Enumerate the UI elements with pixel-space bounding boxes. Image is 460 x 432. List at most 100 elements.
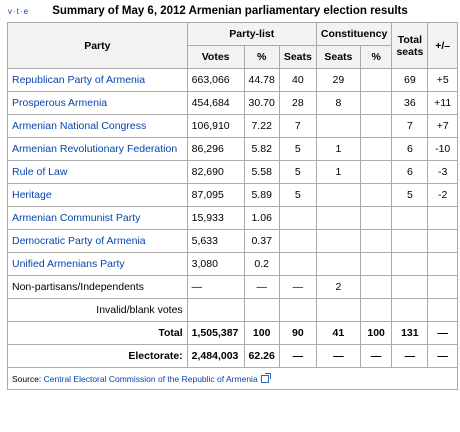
party-row: Unified Armenians Party 3,080 0.2 [7,252,458,276]
constituency-seats-cell: 29 [315,68,361,92]
header-seats: Seats [278,45,317,69]
view-link[interactable]: v [8,7,12,16]
external-link-icon[interactable] [260,372,271,383]
constituency-seats-cell [315,252,361,276]
total-total-seats: 131 [391,321,429,345]
total-votes: 1,505,387 [186,321,245,345]
total-change: — [427,321,458,345]
total-seats: 90 [278,321,317,345]
constituency-seats-cell: 1 [315,160,361,184]
constituency-percent-cell [359,137,393,161]
percent-cell: 0.37 [243,229,280,253]
party-row: Non-partisans/Independents — — —2 [7,275,458,299]
header-party: Party [7,22,188,69]
talk-link[interactable]: t [16,7,19,16]
dot-separator: · [19,7,23,16]
change-cell: +11 [427,91,458,115]
total-seats-cell [391,252,429,276]
party-link[interactable]: Unified Armenians Party [12,258,125,270]
header-constituency-percent: % [359,45,393,69]
constituency-seats-cell [315,114,361,138]
header-party-list: Party-list [186,22,317,46]
change-cell: -2 [427,183,458,207]
party-link[interactable]: Armenian Revolutionary Federation [12,143,178,155]
invalid-total-cell [391,298,429,322]
party-name: Heritage [7,183,188,207]
total-seats-cell [391,275,429,299]
party-row: Armenian National Congress 106,910 7.22 7 7 +… [7,114,458,138]
edit-link[interactable]: e [23,7,29,16]
percent-cell: 5.58 [243,160,280,184]
constituency-seats-cell: 2 [315,275,361,299]
party-row: Heritage 87,095 5.89 5 5 -2 [7,183,458,207]
party-row: Armenian Communist Party 15,933 1.06 [7,206,458,230]
change-cell [427,229,458,253]
votes-cell: — [186,275,245,299]
source-prefix: Source: [12,373,44,384]
invalid-c-seats-cell [315,298,361,322]
navbox-links: v·t·e [8,7,28,16]
party-link[interactable]: Rule of Law [12,166,68,178]
seats-cell: — [278,275,317,299]
table-caption: Summary of May 6, 2012 Armenian parliame… [52,5,408,17]
total-seats-cell [391,206,429,230]
party-link[interactable]: Prosperous Armenia [12,97,108,109]
party-name: Prosperous Armenia [7,91,188,115]
seats-cell: 40 [278,68,317,92]
change-cell [427,206,458,230]
header-total-seats: Total seats [391,22,429,69]
dot-separator: · [13,7,16,16]
party-name: Unified Armenians Party [7,252,188,276]
invalid-votes-label: Invalid/blank votes [7,298,188,322]
party-name: Democratic Party of Armenia [7,229,188,253]
votes-cell: 86,296 [186,137,245,161]
seats-cell: 7 [278,114,317,138]
total-seats-cell: 7 [391,114,429,138]
electorate-row: Electorate: 2,484,003 62.26 — — — — — [7,344,458,368]
percent-cell: — [243,275,280,299]
party-link[interactable]: Heritage [12,189,52,201]
seats-cell [278,206,317,230]
party-link[interactable]: Armenian National Congress [12,120,147,132]
total-row: Total 1,505,387 100 90 41 100 131 — [7,321,458,345]
constituency-percent-cell [359,68,393,92]
change-cell: +5 [427,68,458,92]
party-name: Armenian Revolutionary Federation [7,137,188,161]
invalid-seats-cell [278,298,317,322]
party-link[interactable]: Armenian Communist Party [12,212,141,224]
electorate-label: Electorate: [7,344,188,368]
party-link[interactable]: Democratic Party of Armenia [12,235,146,247]
party-name: Republican Party of Armenia [7,68,188,92]
invalid-votes-cell [186,298,245,322]
party-row: Armenian Revolutionary Federation 86,296 5… [7,137,458,161]
seats-cell: 5 [278,183,317,207]
source-link[interactable]: Central Electoral Commission of the Repu… [43,373,258,384]
invalid-votes-row: Invalid/blank votes [7,298,458,322]
results-table: Party Party-list Constituency Total seat… [7,22,458,390]
seats-cell: 5 [278,137,317,161]
constituency-seats-cell [315,183,361,207]
seats-cell: 5 [278,160,317,184]
header-change: +/– [427,22,458,69]
electorate-percent: 62.26 [243,344,280,368]
total-label: Total [7,321,188,345]
constituency-percent-cell [359,275,393,299]
votes-cell: 663,066 [186,68,245,92]
party-row: Rule of Law 82,690 5.58 5 1 6 -3 [7,160,458,184]
seats-cell [278,252,317,276]
percent-cell: 5.82 [243,137,280,161]
constituency-percent-cell [359,206,393,230]
invalid-change-cell [427,298,458,322]
header-constituency: Constituency [315,22,393,46]
total-constituency-seats: 41 [315,321,361,345]
party-row: Democratic Party of Armenia 5,633 0.37 [7,229,458,253]
constituency-seats-cell [315,206,361,230]
constituency-percent-cell [359,229,393,253]
party-row: Republican Party of Armenia 663,066 44.78 4… [7,68,458,92]
percent-cell: 1.06 [243,206,280,230]
header-percent: % [243,45,280,69]
votes-cell: 3,080 [186,252,245,276]
party-link[interactable]: Republican Party of Armenia [12,74,146,86]
electorate-change: — [427,344,458,368]
